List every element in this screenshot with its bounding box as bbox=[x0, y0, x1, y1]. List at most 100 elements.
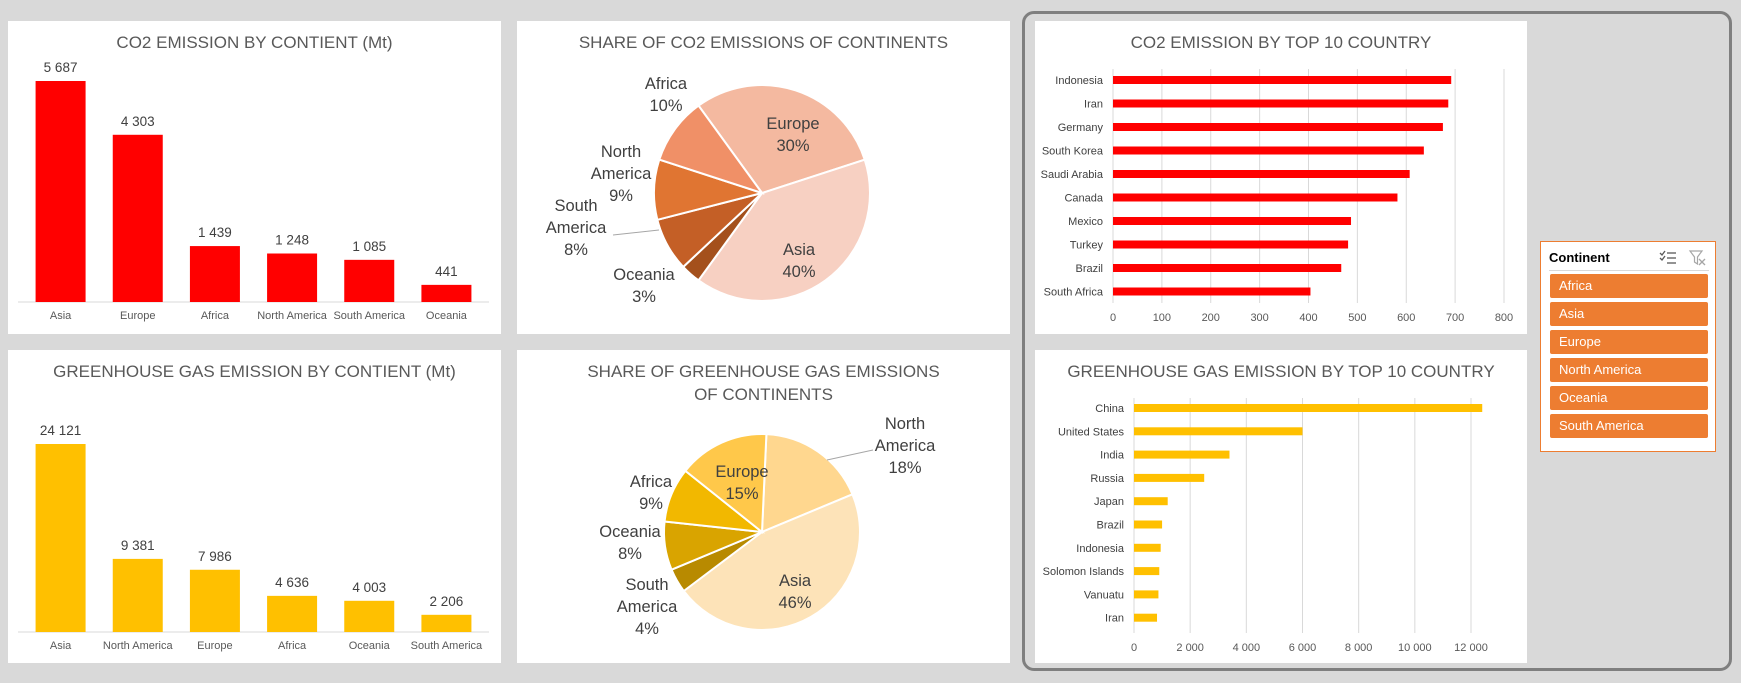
ghg-continent-bar-chart: 24 121 Asia 9 381 North America 7 986 Europe 4… bbox=[18, 423, 489, 652]
slice-name-part: Asia bbox=[779, 572, 812, 590]
bar bbox=[1113, 123, 1443, 131]
pie-slice bbox=[683, 433, 768, 535]
slice-name-part: North bbox=[601, 143, 641, 161]
data-label: 4 636 bbox=[275, 575, 309, 590]
slice-label: South America 4% bbox=[617, 576, 678, 638]
slice-percent: 4% bbox=[635, 620, 659, 638]
bar bbox=[421, 284, 472, 302]
slice-name-part: Oceania bbox=[599, 523, 661, 541]
x-tick-label: Europe bbox=[120, 310, 155, 322]
ghg-country-chart-panel: GREENHOUSE GAS EMISSION BY TOP 10 COUNTR… bbox=[1035, 350, 1527, 663]
y-tick-label: Iran bbox=[1084, 99, 1103, 111]
slice-percent: 46% bbox=[778, 594, 811, 612]
bar bbox=[1113, 170, 1410, 178]
x-tick-label: 100 bbox=[1153, 312, 1171, 324]
ghg-share-pie-chart: North America 18% Asia 46% South America 4% Ocea… bbox=[599, 415, 936, 638]
slice-percent: 10% bbox=[649, 97, 682, 115]
bar bbox=[1113, 264, 1342, 272]
co2-continent-bar-chart: 5 687 Asia 4 303 Europe 1 439 Africa 1 248 Nort… bbox=[18, 60, 489, 322]
y-tick-label: Japan bbox=[1094, 496, 1124, 508]
slicer-item-asia[interactable]: Asia bbox=[1550, 302, 1708, 326]
pie-slice bbox=[697, 158, 871, 303]
slice-name-part: Europe bbox=[715, 463, 768, 481]
continent-slicer: Continent Africa Asia Europe North Ameri… bbox=[1540, 241, 1716, 452]
bar bbox=[1134, 543, 1161, 552]
slice-label: Europe 30% bbox=[766, 115, 819, 155]
bar bbox=[421, 614, 472, 632]
bar bbox=[1113, 217, 1352, 225]
slice-name-part: America bbox=[617, 598, 678, 616]
bar bbox=[1113, 240, 1349, 249]
x-tick-label: 6 000 bbox=[1289, 642, 1317, 654]
x-tick-label: Africa bbox=[201, 310, 230, 322]
leader-line bbox=[612, 229, 660, 236]
x-tick-label: 600 bbox=[1397, 312, 1415, 324]
x-tick-label: South America bbox=[333, 310, 405, 322]
y-tick-label: Mexico bbox=[1068, 216, 1103, 228]
bar bbox=[112, 558, 163, 632]
x-tick-label: Oceania bbox=[349, 640, 391, 652]
data-label: 1 248 bbox=[275, 233, 309, 248]
pie-slice bbox=[697, 84, 866, 195]
bar bbox=[1134, 520, 1163, 529]
bar bbox=[1134, 450, 1230, 459]
y-tick-label: South Africa bbox=[1044, 287, 1104, 299]
slice-percent: 40% bbox=[782, 263, 815, 281]
chart-title: SHARE OF CO2 EMISSIONS OF CONTINENTS bbox=[578, 33, 949, 52]
slicer-item-south-america[interactable]: South America bbox=[1550, 414, 1708, 438]
data-label: 1 085 bbox=[352, 239, 386, 254]
data-label: 4 303 bbox=[121, 114, 155, 129]
x-tick-label: 800 bbox=[1495, 312, 1513, 324]
data-label: 4 003 bbox=[352, 580, 386, 595]
bar bbox=[1134, 497, 1168, 506]
bar bbox=[1134, 567, 1160, 576]
bar bbox=[1113, 76, 1452, 84]
bar bbox=[112, 134, 163, 302]
x-tick-label: Asia bbox=[50, 640, 72, 652]
slice-name-part: South bbox=[554, 197, 597, 215]
slicer-item-europe[interactable]: Europe bbox=[1550, 330, 1708, 354]
slice-label: South America 8% bbox=[546, 197, 607, 259]
x-tick-label: Oceania bbox=[426, 310, 468, 322]
bar bbox=[1134, 613, 1158, 622]
y-tick-label: Saudi Arabia bbox=[1041, 169, 1104, 181]
slicer-header: Continent bbox=[1549, 248, 1709, 271]
y-tick-label: Turkey bbox=[1070, 240, 1104, 252]
slice-name-part: Europe bbox=[766, 115, 819, 133]
x-tick-label: 700 bbox=[1446, 312, 1464, 324]
y-tick-label: Indonesia bbox=[1055, 75, 1104, 87]
x-tick-label: 500 bbox=[1348, 312, 1366, 324]
co2-country-chart-panel: CO2 EMISSION BY TOP 10 COUNTRY 0 100 200 30… bbox=[1035, 21, 1527, 334]
bar bbox=[1113, 146, 1424, 155]
slice-percent: 15% bbox=[725, 485, 758, 503]
slice-label: Oceania 3% bbox=[613, 266, 675, 306]
y-tick-label: Iran bbox=[1105, 613, 1124, 625]
bar bbox=[344, 600, 395, 632]
bar bbox=[189, 569, 240, 632]
slicer-item-oceania[interactable]: Oceania bbox=[1550, 386, 1708, 410]
data-label: 441 bbox=[435, 264, 458, 279]
y-tick-label: Vanuatu bbox=[1084, 589, 1124, 601]
bar bbox=[1113, 287, 1311, 296]
bar bbox=[1113, 193, 1398, 202]
clear-filter-icon[interactable] bbox=[1688, 250, 1707, 266]
multi-select-icon[interactable] bbox=[1659, 250, 1677, 266]
slicer-item-africa[interactable]: Africa bbox=[1550, 274, 1708, 298]
ghg-continent-chart-panel: GREENHOUSE GAS EMISSION BY CONTIENT (Mt)… bbox=[8, 350, 501, 663]
data-label: 5 687 bbox=[44, 60, 78, 75]
slice-percent: 30% bbox=[776, 137, 809, 155]
x-tick-label: South America bbox=[411, 640, 483, 652]
bar bbox=[1134, 427, 1303, 436]
y-tick-label: Solomon Islands bbox=[1043, 566, 1125, 578]
bar bbox=[1113, 99, 1449, 108]
slice-label: Asia 46% bbox=[778, 572, 811, 612]
chart-title: SHARE OF GREENHOUSE GAS EMISSIONS OF CON… bbox=[587, 362, 940, 404]
y-tick-label: South Korea bbox=[1042, 146, 1104, 158]
slicer-item-north-america[interactable]: North America bbox=[1550, 358, 1708, 382]
data-label: 9 381 bbox=[121, 538, 155, 553]
x-tick-label: 12 000 bbox=[1454, 642, 1488, 654]
slice-percent: 8% bbox=[618, 545, 642, 563]
slice-name-part: Asia bbox=[783, 241, 816, 259]
bar bbox=[35, 444, 86, 632]
data-label: 1 439 bbox=[198, 225, 232, 240]
